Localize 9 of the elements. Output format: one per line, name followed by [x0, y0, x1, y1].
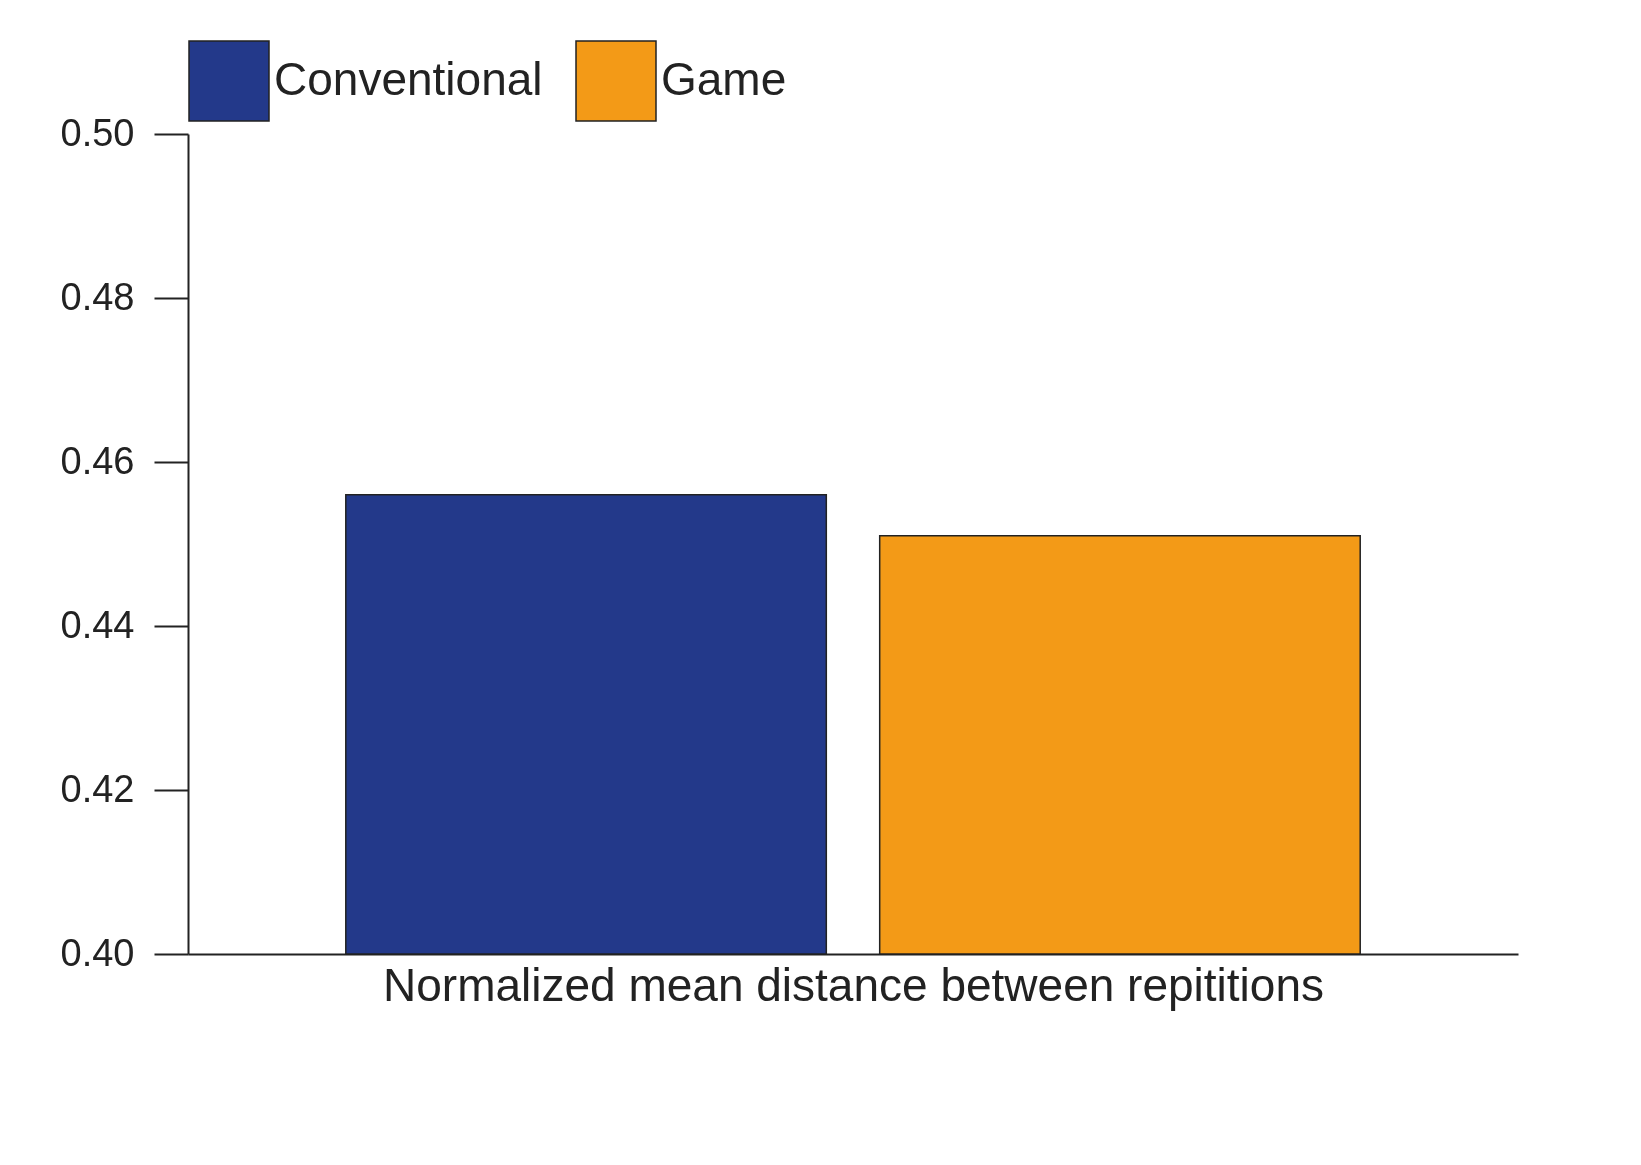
y-tick-label: 0.48 — [60, 275, 135, 318]
y-tick-label: 0.50 — [60, 111, 135, 154]
y-tick-label: 0.44 — [60, 603, 135, 646]
x-axis-title: Normalized mean distance between repititions — [383, 958, 1324, 1011]
y-tick-label: 0.46 — [60, 439, 135, 482]
legend-label: Game — [661, 53, 787, 105]
legend-label: Conventional — [274, 53, 543, 105]
y-tick-label: 0.40 — [60, 931, 135, 974]
y-tick-label: 0.42 — [60, 767, 135, 810]
